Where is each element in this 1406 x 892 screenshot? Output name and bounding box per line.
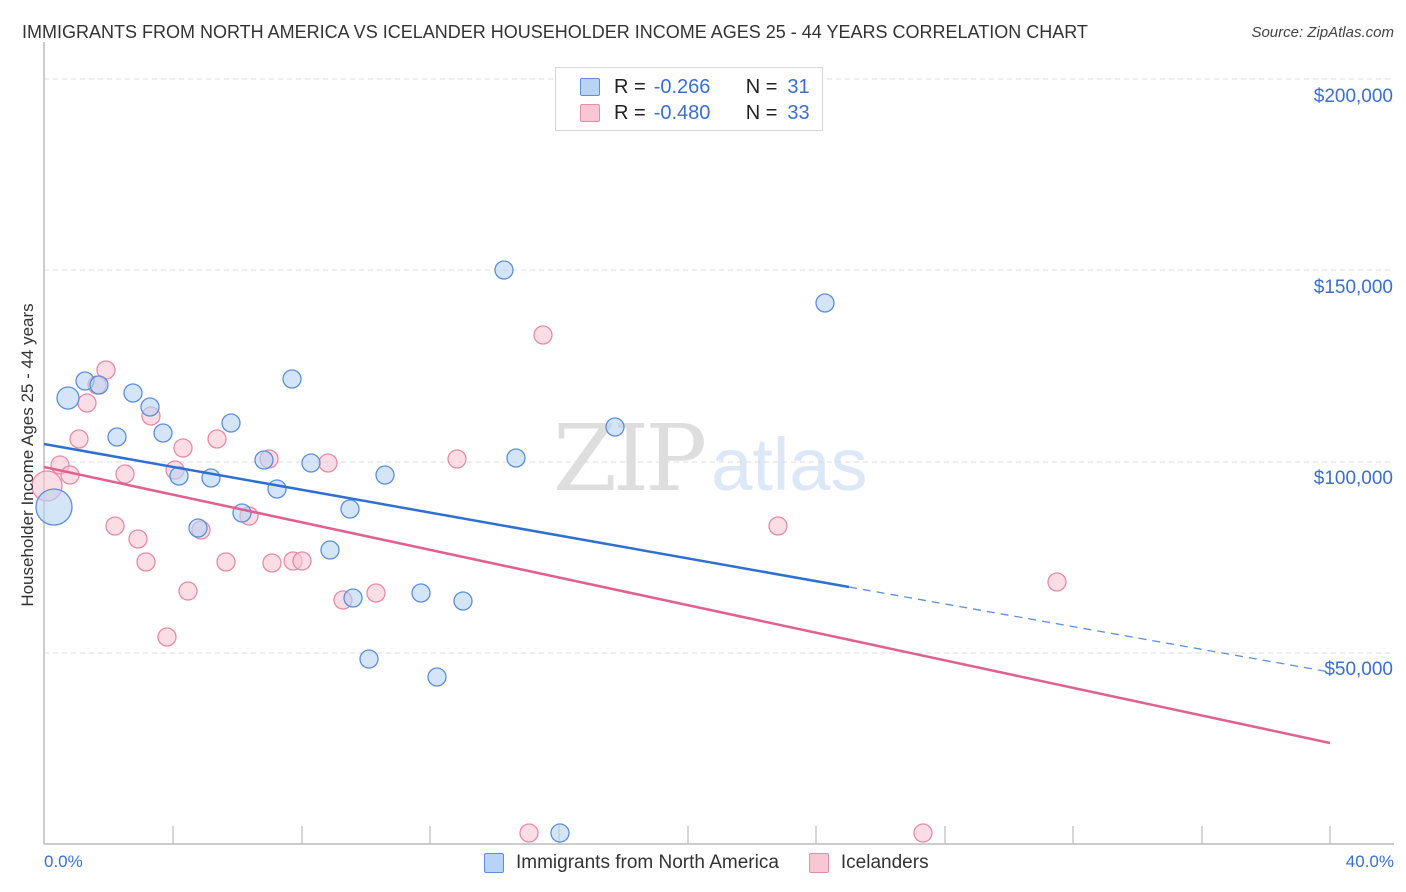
gridlines xyxy=(44,78,1394,654)
immigrants-swatch-icon xyxy=(580,78,600,96)
icelanders-swatch-icon xyxy=(808,853,829,873)
n-value: 31 xyxy=(787,75,810,98)
series-legend: Immigrants from North America Icelanders xyxy=(484,852,959,874)
x-tick-min: 0.0% xyxy=(44,852,83,871)
chart-title: IMMIGRANTS FROM NORTH AMERICA VS ICELAND… xyxy=(22,22,1088,42)
r-value: -0.480 xyxy=(653,101,711,124)
legend-item-icelanders[interactable]: Icelanders xyxy=(808,852,929,874)
legend-row-immigrants: R = -0.266 N = 31 xyxy=(580,74,810,100)
y-axis-label: Householder Income Ages 25 - 44 years xyxy=(18,303,37,607)
legend-row-icelanders: R = -0.480 N = 33 xyxy=(580,100,810,126)
r-label: R = xyxy=(614,75,646,98)
trend-line-immigrants-extension xyxy=(848,586,1331,673)
y-tick-100000: $100,000 xyxy=(1313,468,1393,489)
trend-lines xyxy=(43,442,1331,745)
n-value: 33 xyxy=(787,101,810,124)
trend-line-icelanders xyxy=(43,465,1331,745)
x-tick-max: 40.0% xyxy=(1345,852,1394,871)
series-icelanders-points xyxy=(31,325,1067,843)
axes xyxy=(43,42,1394,845)
immigrants-swatch-icon xyxy=(484,853,504,873)
legend-label-icelanders: Icelanders xyxy=(840,852,929,873)
y-tick-200000: $200,000 xyxy=(1313,86,1393,107)
y-tick-50000: $50,000 xyxy=(1324,659,1393,680)
r-label: R = xyxy=(614,101,646,124)
legend-item-immigrants[interactable]: Immigrants from North America xyxy=(484,852,779,874)
series-immigrants-points xyxy=(35,260,835,843)
icelanders-swatch-icon xyxy=(580,104,600,122)
legend-label-immigrants: Immigrants from North America xyxy=(516,852,779,873)
n-label: N = xyxy=(745,101,778,124)
source-attribution: Source: ZipAtlas.com xyxy=(1251,24,1394,41)
trend-line-immigrants xyxy=(43,442,850,589)
y-tick-150000: $150,000 xyxy=(1313,277,1393,298)
correlation-legend: R = -0.266 N = 31 R = -0.480 N = 33 xyxy=(555,67,823,131)
r-value: -0.266 xyxy=(653,75,711,98)
n-label: N = xyxy=(745,75,778,98)
